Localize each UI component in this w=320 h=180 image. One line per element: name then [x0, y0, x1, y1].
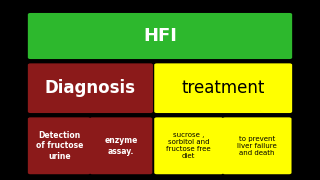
Text: Diagnosis: Diagnosis	[45, 79, 136, 97]
FancyBboxPatch shape	[90, 117, 152, 174]
FancyBboxPatch shape	[28, 13, 292, 59]
FancyBboxPatch shape	[154, 63, 292, 113]
Text: Detection
of fructose
urine: Detection of fructose urine	[36, 131, 83, 161]
FancyBboxPatch shape	[28, 63, 153, 113]
Text: sucrose ,
sorbitol and
fructose free
diet: sucrose , sorbitol and fructose free die…	[166, 132, 211, 159]
Text: to prevent
liver failure
and death: to prevent liver failure and death	[237, 136, 277, 156]
Text: HFI: HFI	[143, 27, 177, 45]
Text: enzyme
assay.: enzyme assay.	[104, 136, 138, 156]
FancyBboxPatch shape	[222, 117, 292, 174]
Text: treatment: treatment	[181, 79, 265, 97]
FancyBboxPatch shape	[154, 117, 223, 174]
FancyBboxPatch shape	[28, 117, 91, 174]
